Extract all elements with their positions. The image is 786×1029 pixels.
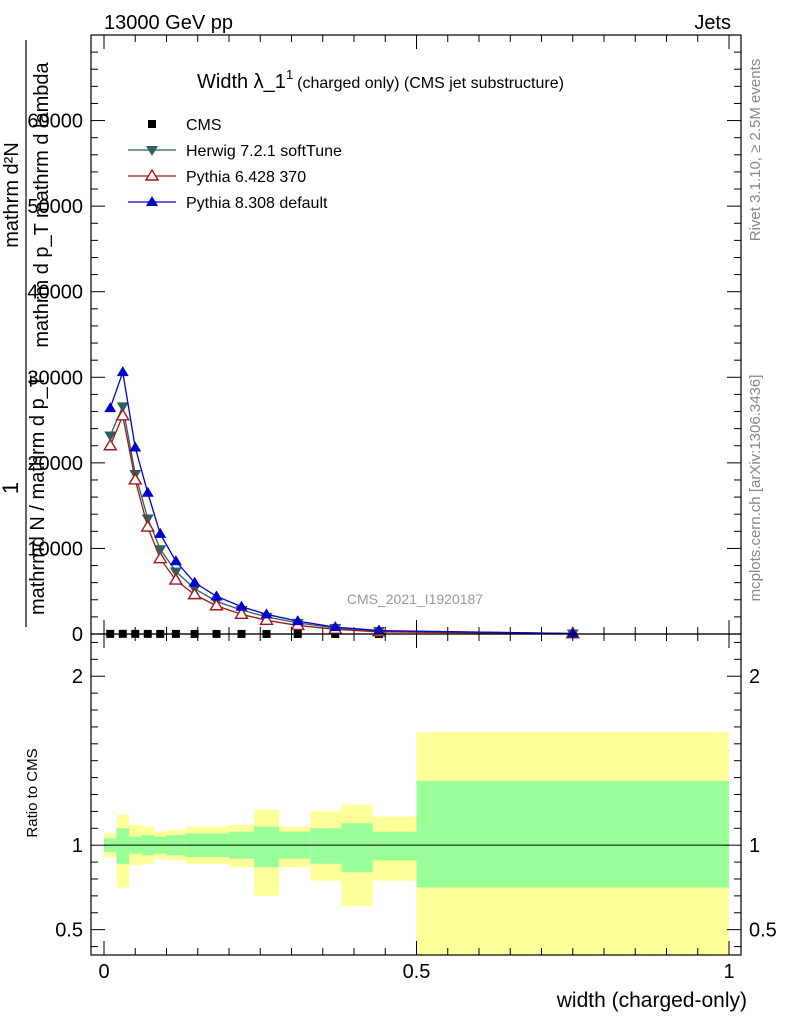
ratio-y-tick-label-right: 1 [749, 835, 760, 857]
data-point [153, 551, 168, 564]
data-point [259, 612, 274, 626]
legend-marker [146, 196, 158, 206]
main-series [103, 366, 580, 640]
main-y-tick-label: 50000 [27, 196, 83, 218]
main-y-tick-label: 40000 [27, 282, 83, 304]
legend-entry: Pythia 8.308 default [128, 195, 328, 212]
legend-label: CMS [186, 117, 222, 134]
stat-uncertainty-band [310, 828, 342, 864]
ratio-y-tick-label: 2 [72, 666, 83, 688]
ratio-bands [104, 731, 729, 955]
main-y-tick-label: 10000 [27, 538, 83, 560]
y-label-numerator: mathrm d²N [1, 142, 23, 248]
stat-uncertainty-band [341, 823, 373, 873]
data-point [373, 624, 385, 635]
main-y-ticks: 0 10000 20000 30000 40000 50000 60000 [27, 34, 741, 646]
ratio-y-tick-label-right: 2 [749, 666, 760, 688]
main-y-tick-label: 60000 [27, 111, 83, 133]
data-point [104, 402, 117, 413]
data-point [154, 527, 167, 538]
series-line [109, 413, 573, 635]
series-line [109, 404, 573, 635]
stat-uncertainty-band [416, 780, 729, 888]
stat-uncertainty-band [116, 828, 129, 864]
jets-label: Jets [694, 12, 731, 34]
y-label-mid: mathrm d p_T mathrm d lambda [31, 61, 53, 347]
legend-entry: Pythia 6.428 370 [128, 168, 306, 186]
y-label-denominator: mathrmd N / mathrm d p_T [27, 375, 49, 615]
x-tick-label: 0.5 [403, 961, 431, 983]
data-point [129, 441, 142, 452]
legend-marker [146, 146, 158, 156]
ratio-panel: 0.5 0.51 12 2 0 0.5 1 Ratio to CMS width (cha… [24, 633, 777, 1012]
ratio-y-tick-label-right: 0.5 [749, 920, 777, 942]
data-point [168, 572, 184, 585]
main-y-tick-label: 30000 [27, 367, 83, 389]
data-point [169, 555, 182, 566]
data-point [104, 431, 117, 442]
data-point [140, 519, 155, 532]
main-x-ticks [103, 35, 730, 634]
legend-marker [148, 120, 156, 128]
data-point [291, 615, 304, 626]
x-axis-label: width (charged-only) [556, 989, 747, 1012]
ratio-y-ticks: 0.5 0.5 1 1 2 2 [55, 641, 777, 948]
main-panel: 0 10000 20000 30000 40000 50000 60000 CMS_2021… [0, 34, 742, 646]
x-tick-label: 0 [98, 961, 109, 983]
legend-label: Pythia 6.428 370 [186, 169, 306, 186]
data-point [116, 402, 129, 413]
stat-uncertainty-band [372, 831, 417, 861]
chart-title-main: Width λ_1 [197, 71, 286, 93]
ratio-y-tick-label: 1 [72, 835, 83, 857]
legend-marker [144, 168, 160, 181]
main-y-tick-label: 0 [72, 624, 83, 646]
legend: CMS Herwig 7.2.1 softTune Pythia 6.428 370… [128, 117, 342, 212]
data-point [209, 598, 224, 611]
data-point [187, 587, 202, 600]
analysis-label: CMS_2021_I1920187 [347, 591, 483, 607]
legend-entry: CMS [148, 117, 222, 134]
ratio-y-tick-label: 0.5 [55, 920, 83, 942]
x-tick-label: 1 [723, 961, 734, 983]
energy-label: 13000 GeV pp [104, 12, 233, 34]
data-point [329, 621, 342, 632]
legend-label: Herwig 7.2.1 softTune [186, 143, 342, 160]
data-point [103, 438, 118, 451]
stat-uncertainty-band [254, 826, 279, 868]
rivet-label: Rivet 3.1.10, ≥ 2.5M events [747, 59, 764, 242]
data-point [235, 600, 248, 611]
data-point [128, 472, 143, 485]
data-point [260, 608, 273, 619]
ratio-x-ticks: 0 0.5 1 [98, 634, 735, 983]
data-point [116, 366, 129, 377]
data-point [154, 545, 167, 556]
data-point [234, 606, 249, 620]
chart-subtitle: (charged only) (CMS jet substructure) [297, 75, 564, 92]
series-3 [104, 366, 579, 638]
data-point [169, 567, 182, 578]
y-label-one: 1 [0, 482, 23, 494]
chart-title-sup: 1 [286, 67, 293, 82]
main-y-axis-label: 1 mathrm d²N mathrm d p_T mathrm d lambd… [0, 40, 53, 627]
ratio-y-axis-label: Ratio to CMS [24, 748, 41, 837]
series-2 [103, 408, 580, 639]
main-y-tick-label: 20000 [27, 453, 83, 475]
chart-title: Width λ_11 (charged only) (CMS jet substr… [197, 67, 564, 93]
data-point [210, 590, 223, 601]
mcplots-label: mcplots.cern.ch [arXiv:1306.3436] [747, 375, 764, 602]
data-point [141, 486, 154, 497]
data-point [115, 408, 130, 421]
legend-label: Pythia 8.308 default [186, 195, 328, 212]
series-line [109, 371, 573, 635]
legend-entry: Herwig 7.2.1 softTune [128, 143, 342, 160]
data-point [188, 576, 201, 587]
data-point [566, 627, 579, 638]
series-1 [104, 402, 579, 640]
